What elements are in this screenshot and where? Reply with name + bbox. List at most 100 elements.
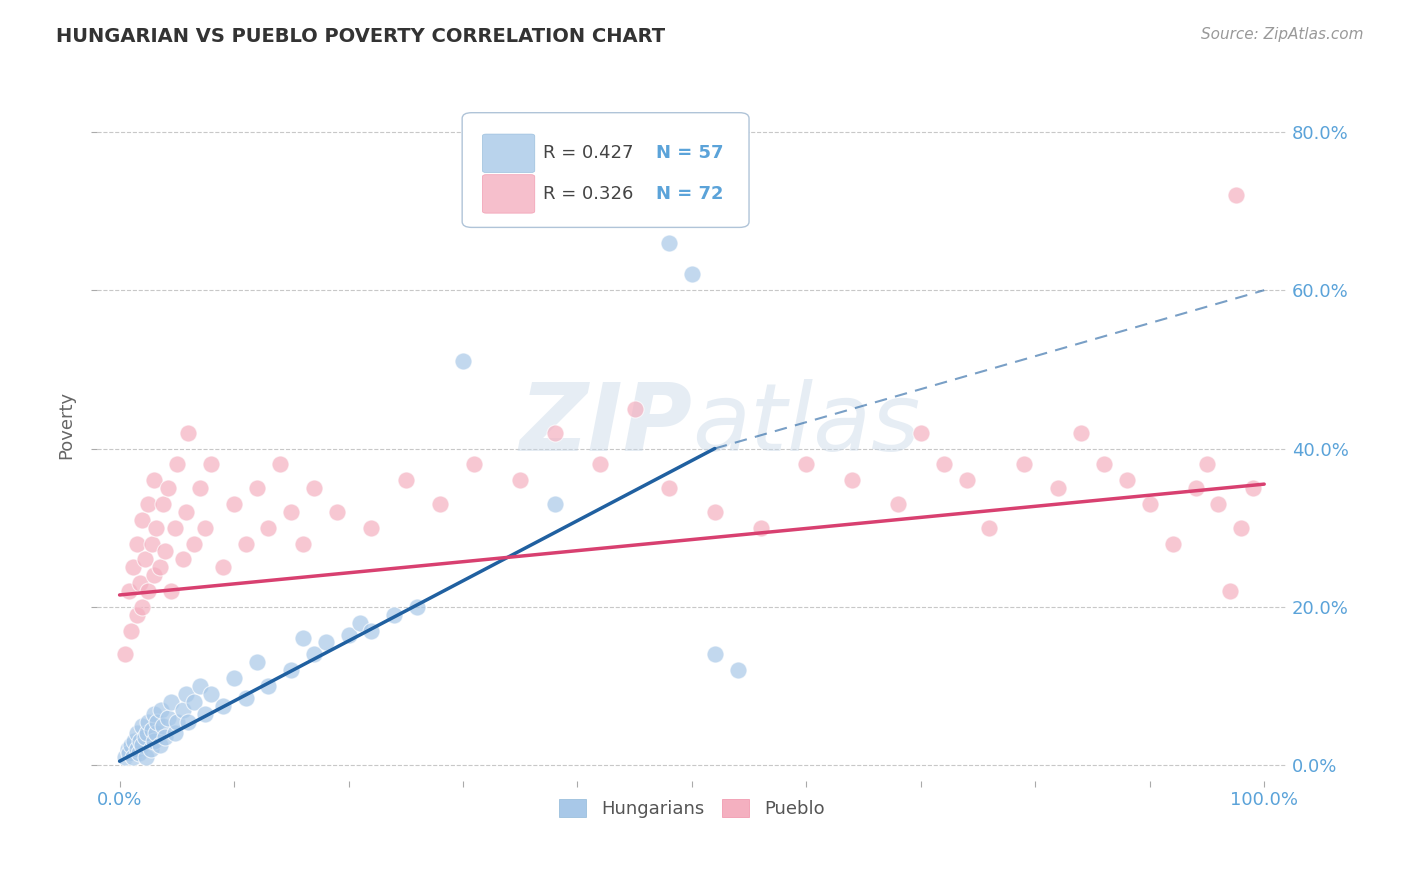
Point (887, 497, 910, 511)
Point (910, 425, 932, 440)
Point (703, 648, 725, 662)
Point (1225, 188, 1247, 202)
Point (183, 695, 205, 709)
Point (125, 742, 148, 756)
Point (136, 714, 159, 729)
Point (125, 536, 148, 550)
Point (1012, 458, 1035, 472)
Point (174, 687, 197, 701)
Point (120, 624, 142, 638)
Point (172, 552, 194, 566)
Point (188, 481, 211, 495)
Text: R = 0.427: R = 0.427 (543, 145, 634, 162)
Point (131, 599, 153, 614)
Point (543, 497, 565, 511)
Point (134, 552, 156, 566)
Point (135, 750, 157, 764)
Point (145, 521, 167, 535)
Point (142, 568, 165, 582)
Point (156, 481, 179, 495)
Point (142, 706, 165, 721)
Point (166, 458, 188, 472)
Point (658, 481, 681, 495)
Point (172, 703, 194, 717)
Point (360, 624, 382, 638)
Point (194, 521, 217, 535)
Point (509, 473, 531, 487)
Point (139, 742, 162, 756)
Point (152, 497, 174, 511)
Point (429, 497, 451, 511)
Point (149, 560, 172, 574)
Point (122, 560, 145, 574)
Text: N = 72: N = 72 (657, 185, 724, 202)
Point (1139, 497, 1161, 511)
Point (183, 536, 205, 550)
Point (727, 663, 749, 677)
Point (131, 513, 153, 527)
Point (166, 714, 188, 729)
Text: ZIP: ZIP (519, 379, 692, 471)
Point (128, 746, 150, 760)
Point (136, 584, 159, 599)
Legend: Hungarians, Pueblo: Hungarians, Pueblo (553, 791, 831, 825)
Point (142, 473, 165, 487)
Point (1241, 481, 1264, 495)
Point (149, 703, 172, 717)
Point (211, 560, 233, 574)
Point (163, 521, 186, 535)
Point (291, 536, 314, 550)
Text: Source: ZipAtlas.com: Source: ZipAtlas.com (1201, 27, 1364, 42)
Point (155, 731, 177, 745)
Point (681, 268, 703, 282)
Point (1208, 497, 1230, 511)
Point (114, 750, 136, 764)
Point (131, 739, 153, 753)
Point (145, 726, 167, 740)
Point (451, 354, 474, 368)
Point (141, 536, 163, 550)
Point (118, 746, 141, 760)
Point (1230, 521, 1253, 535)
Point (1161, 536, 1184, 550)
Point (125, 726, 148, 740)
Point (1047, 481, 1070, 495)
Point (163, 726, 186, 740)
Point (160, 584, 183, 599)
Point (155, 544, 177, 558)
Point (280, 663, 302, 677)
FancyBboxPatch shape (482, 134, 534, 172)
Point (125, 607, 148, 622)
Point (160, 695, 183, 709)
Point (136, 726, 159, 740)
Point (406, 599, 429, 614)
Point (841, 473, 863, 487)
Point (257, 679, 280, 693)
Text: R = 0.326: R = 0.326 (543, 185, 634, 202)
Point (269, 458, 291, 472)
Point (120, 739, 142, 753)
Point (658, 235, 681, 250)
Y-axis label: Poverty: Poverty (58, 391, 75, 458)
Point (979, 521, 1001, 535)
Point (118, 584, 141, 599)
Point (134, 731, 156, 745)
Point (149, 739, 172, 753)
Point (200, 687, 222, 701)
Point (211, 698, 233, 713)
FancyBboxPatch shape (463, 112, 749, 227)
Point (955, 473, 977, 487)
Point (129, 576, 152, 591)
Point (463, 458, 485, 472)
Point (589, 458, 612, 472)
Point (302, 648, 325, 662)
Point (222, 671, 245, 685)
Point (194, 706, 217, 721)
Point (152, 718, 174, 732)
Point (131, 718, 153, 732)
Point (235, 690, 257, 705)
Point (1219, 584, 1241, 599)
Text: atlas: atlas (692, 379, 920, 470)
Point (395, 473, 418, 487)
Point (222, 497, 245, 511)
